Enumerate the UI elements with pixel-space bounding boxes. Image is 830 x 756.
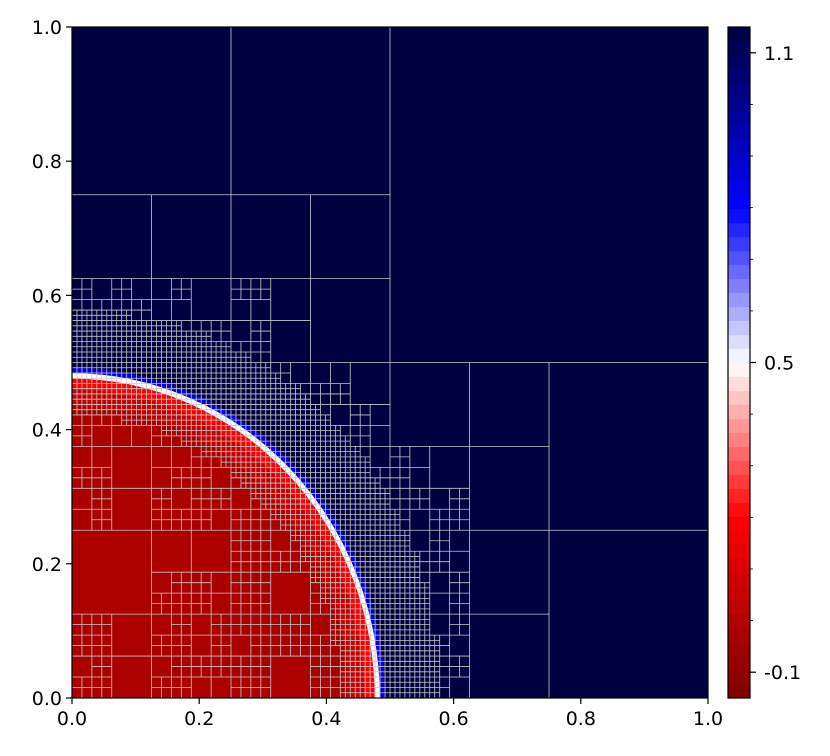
- colorbar-band: [728, 684, 750, 699]
- y-tick-label: 0.0: [32, 688, 62, 710]
- colorbar-tick-label: 1.1: [764, 43, 794, 65]
- x-axis: 0.0 0.2 0.4 0.6 0.8 1.0: [57, 698, 723, 730]
- colorbar: -0.1 0.5 1.1: [727, 26, 801, 699]
- colorbar-band: [728, 614, 750, 629]
- colorbar-band: [728, 292, 750, 308]
- colorbar-band: [728, 68, 750, 84]
- colorbar-band: [728, 208, 750, 224]
- colorbar-band: [728, 418, 750, 433]
- mesh-cell-edges: [72, 27, 708, 698]
- x-tick-label: 0.4: [311, 708, 341, 730]
- x-tick-label: 1.0: [693, 708, 723, 730]
- colorbar-band: [728, 460, 750, 475]
- colorbar-band: [728, 194, 750, 210]
- x-tick-label: 0.2: [184, 708, 214, 730]
- colorbar-band: [728, 306, 750, 322]
- colorbar-band: [728, 348, 750, 363]
- y-tick-label: 0.2: [32, 554, 62, 576]
- colorbar-band: [728, 82, 750, 98]
- colorbar-band: [728, 278, 750, 294]
- colorbar-band: [728, 530, 750, 545]
- plot-frame: [71, 26, 709, 699]
- field-inside-region: [72, 406, 349, 698]
- y-tick-label: 0.8: [32, 151, 62, 173]
- colorbar-band: [728, 152, 750, 168]
- colorbar-band: [728, 138, 750, 154]
- colorbar-band: [728, 264, 750, 280]
- colorbar-band: [728, 628, 750, 643]
- y-tick-label: 1.0: [32, 17, 62, 39]
- colorbar-band: [728, 320, 750, 336]
- colorbar-band: [728, 54, 750, 70]
- field-layer: [72, 367, 385, 698]
- colorbar-ticks: -0.1 0.5 1.1: [750, 43, 801, 684]
- colorbar-band: [728, 334, 750, 350]
- colorbar-band: [728, 96, 750, 112]
- colorbar-band: [728, 250, 750, 266]
- colorbar-band: [728, 376, 750, 391]
- x-tick-label: 0.6: [438, 708, 468, 730]
- colorbar-tick-label: -0.1: [764, 662, 801, 684]
- colorbar-gradient: [728, 27, 750, 699]
- colorbar-band: [728, 600, 750, 615]
- plot-area: [71, 26, 709, 699]
- colorbar-band: [728, 502, 750, 517]
- colorbar-band: [728, 474, 750, 489]
- colorbar-band: [728, 642, 750, 657]
- colorbar-band: [728, 222, 750, 238]
- colorbar-tick-label: 0.5: [764, 353, 794, 375]
- y-tick-label: 0.6: [32, 285, 62, 307]
- colorbar-band: [728, 362, 750, 377]
- colorbar-band: [728, 572, 750, 587]
- colorbar-band: [728, 516, 750, 531]
- colorbar-band: [728, 558, 750, 573]
- y-axis: 0.0 0.2 0.4 0.6 0.8 1.0: [32, 17, 72, 710]
- colorbar-band: [728, 236, 750, 252]
- colorbar-band: [728, 656, 750, 671]
- colorbar-band: [728, 432, 750, 447]
- colorbar-band: [728, 404, 750, 419]
- colorbar-band: [728, 40, 750, 56]
- adaptive-mesh: [72, 27, 708, 698]
- colorbar-band: [728, 586, 750, 601]
- x-tick-label: 0.8: [566, 708, 596, 730]
- colorbar-band: [728, 110, 750, 126]
- colorbar-band: [728, 390, 750, 405]
- colorbar-band: [728, 544, 750, 559]
- colorbar-band: [728, 124, 750, 140]
- y-tick-label: 0.4: [32, 420, 62, 442]
- colorbar-band: [728, 27, 750, 42]
- colorbar-band: [728, 488, 750, 503]
- colorbar-band: [728, 670, 750, 685]
- x-tick-label: 0.0: [57, 708, 87, 730]
- colorbar-band: [728, 446, 750, 461]
- colorbar-band: [728, 166, 750, 182]
- colorbar-band: [728, 180, 750, 196]
